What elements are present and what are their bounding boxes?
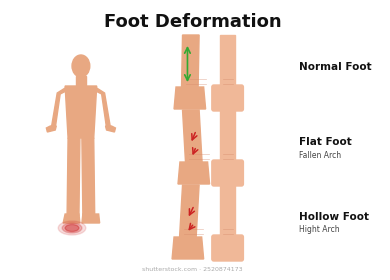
Text: Hollow Foot: Hollow Foot: [299, 212, 369, 222]
Polygon shape: [94, 88, 110, 128]
Polygon shape: [178, 162, 209, 184]
Text: Fallen Arch: Fallen Arch: [299, 151, 341, 160]
Text: shutterstock.com · 2520874173: shutterstock.com · 2520874173: [142, 267, 243, 272]
Ellipse shape: [58, 221, 86, 235]
Polygon shape: [76, 76, 86, 86]
Text: Flat Foot: Flat Foot: [299, 137, 352, 147]
Polygon shape: [220, 185, 235, 237]
Polygon shape: [174, 87, 206, 109]
Polygon shape: [67, 138, 80, 216]
Ellipse shape: [65, 225, 79, 232]
Ellipse shape: [72, 55, 90, 77]
FancyBboxPatch shape: [212, 160, 243, 186]
Polygon shape: [82, 138, 95, 216]
Text: Normal Foot: Normal Foot: [299, 62, 372, 72]
Polygon shape: [220, 110, 235, 162]
Polygon shape: [51, 88, 68, 128]
Text: Hight Arch: Hight Arch: [299, 225, 340, 235]
Polygon shape: [182, 35, 199, 87]
FancyBboxPatch shape: [212, 85, 243, 111]
Polygon shape: [179, 185, 199, 237]
Polygon shape: [172, 237, 204, 259]
Polygon shape: [106, 126, 115, 132]
Polygon shape: [63, 214, 80, 223]
Polygon shape: [183, 110, 202, 162]
Polygon shape: [46, 126, 56, 132]
Polygon shape: [220, 35, 235, 87]
FancyBboxPatch shape: [212, 235, 243, 261]
Text: Foot Deformation: Foot Deformation: [104, 13, 281, 31]
Ellipse shape: [62, 223, 82, 233]
Polygon shape: [65, 86, 97, 138]
Polygon shape: [82, 214, 100, 223]
